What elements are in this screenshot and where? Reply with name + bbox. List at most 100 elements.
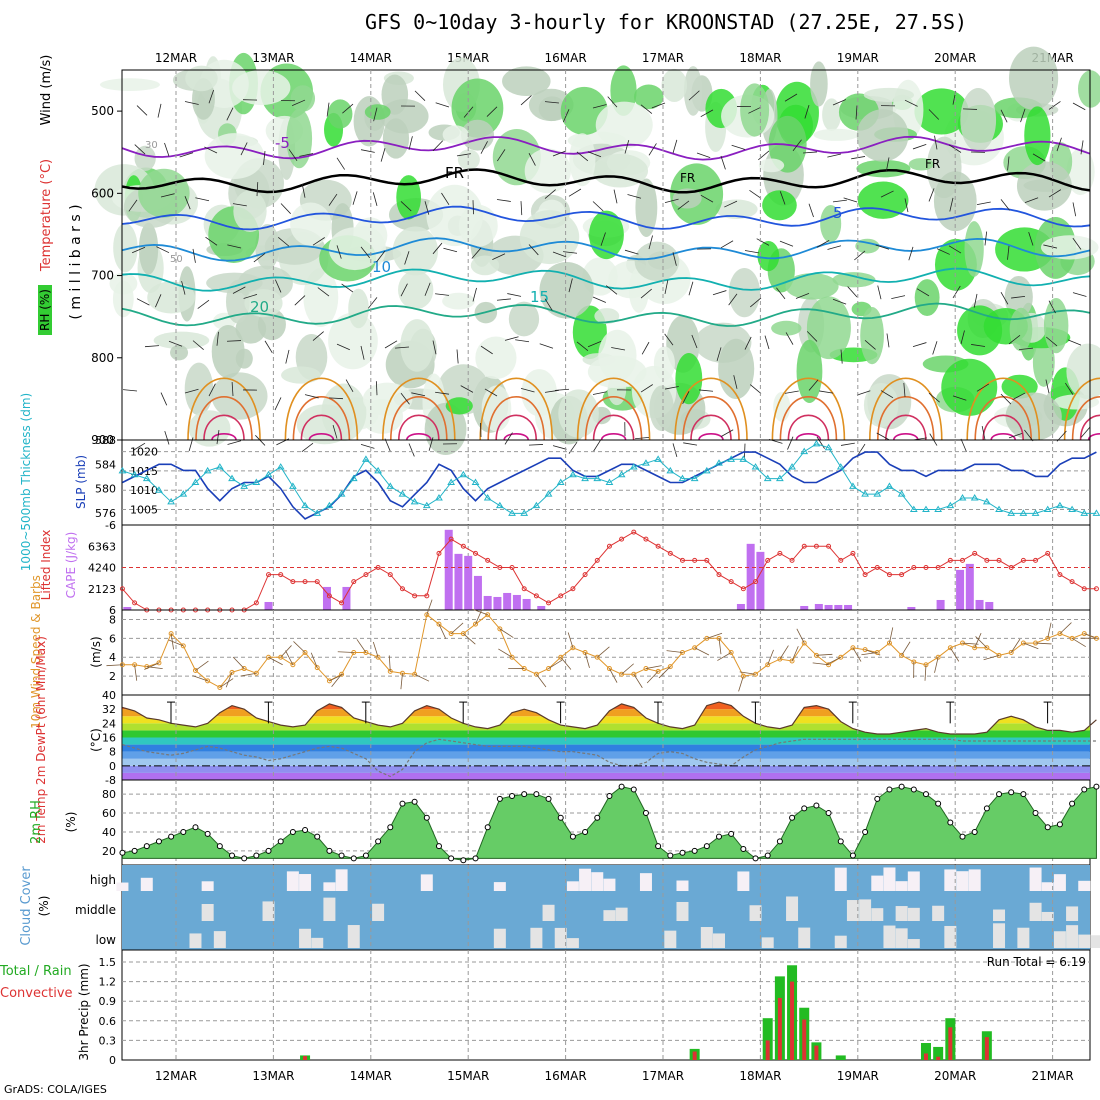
- wind-barb: [779, 191, 786, 205]
- wind-barb: [971, 344, 986, 347]
- wind-barb: [912, 144, 927, 150]
- lifted-index-marker: [874, 565, 880, 570]
- wind-barb: [312, 331, 324, 341]
- wind-speed-marker: [582, 650, 588, 655]
- cloud-cover-cell: [530, 927, 543, 948]
- thickness-tick-label: 588: [95, 434, 116, 447]
- wind-barb: [717, 652, 732, 661]
- y-tick-label: 900: [91, 433, 114, 447]
- cape-bar: [522, 598, 531, 610]
- rh-shading: [255, 224, 280, 270]
- wind-barb: [651, 102, 666, 109]
- isotherm-label: 15: [530, 288, 549, 306]
- date-label-bottom: 13MAR: [252, 1069, 294, 1083]
- cape-bar: [736, 603, 745, 610]
- wind-barb: [480, 345, 493, 355]
- rh-shading: [502, 66, 551, 96]
- rh-shading: [281, 366, 321, 384]
- wind-speed-marker: [789, 658, 795, 664]
- rh-marker: [983, 805, 990, 812]
- slp-line: [122, 443, 1097, 514]
- wind-barb: [748, 106, 762, 114]
- lifted-index-marker: [960, 557, 966, 563]
- wind-barb: [181, 280, 186, 295]
- rh-marker: [716, 833, 723, 840]
- wind-barb: [424, 282, 431, 296]
- lifted-index-marker: [801, 543, 807, 549]
- wind-barb: [791, 646, 799, 662]
- temp-tick-label: 40: [102, 689, 116, 702]
- wind-barb: [492, 253, 506, 261]
- lifted-index-marker: [1033, 557, 1039, 563]
- wind-barb: [785, 332, 794, 345]
- rh-shading: [211, 372, 268, 420]
- wind-barb: [816, 239, 830, 248]
- lifted-index-marker: [290, 579, 296, 585]
- rh-marker: [691, 847, 698, 854]
- lifted-index-tick-label: -6: [105, 519, 116, 532]
- wind-barb: [875, 244, 890, 250]
- wind-barb: [924, 664, 927, 681]
- slp-marker: [739, 455, 748, 462]
- thickness-tick-label: 580: [95, 483, 116, 496]
- wind-barb: [520, 201, 523, 216]
- rh-marker: [874, 795, 881, 802]
- cloud-cover-cell: [213, 931, 226, 948]
- precip-convective-bar: [984, 1037, 989, 1060]
- wind-barb: [404, 251, 410, 265]
- wind-barb: [435, 102, 450, 108]
- rh-marker: [131, 847, 138, 854]
- rh-marker: [862, 828, 869, 835]
- wind-barb: [496, 149, 506, 162]
- rh-shading: [328, 227, 382, 271]
- wind-barb: [278, 236, 290, 247]
- wind-barb: [960, 438, 967, 452]
- wind-barb: [827, 153, 842, 158]
- wind-barb: [367, 297, 378, 309]
- wind-barb: [976, 383, 990, 392]
- wind-barb: [962, 108, 978, 110]
- wind-barb: [219, 678, 234, 688]
- thickness-tick-label: 584: [95, 458, 116, 471]
- wind-barb: [520, 95, 532, 106]
- slp-marker: [520, 509, 529, 516]
- rh-shading: [458, 204, 498, 247]
- rh-marker: [776, 838, 783, 845]
- wind-speed-marker: [180, 643, 186, 649]
- temperature-contour: [211, 433, 237, 441]
- rh-marker: [752, 855, 759, 862]
- slp-marker: [544, 490, 553, 497]
- wind-barb: [613, 189, 618, 204]
- wind-barb: [498, 648, 513, 658]
- wind-barb: [134, 664, 138, 681]
- cloud-level-label: low: [96, 933, 117, 947]
- rh-marker: [618, 783, 625, 790]
- rh-marker: [277, 838, 284, 845]
- slp-tick-label: 1010: [130, 484, 158, 497]
- lifted-index-tick-label: -3: [105, 540, 116, 553]
- lifted-index-marker: [631, 529, 637, 535]
- wind-barb: [443, 247, 458, 253]
- slp-marker: [532, 501, 541, 509]
- wind-barb: [744, 443, 746, 458]
- wind-barb: [912, 342, 927, 347]
- rh-marker: [326, 847, 333, 854]
- wind-barb: [806, 331, 818, 342]
- wind-barb: [889, 627, 894, 644]
- rh-contour-label: 30: [145, 140, 158, 151]
- lifted-index-marker: [923, 565, 929, 570]
- rh-shading: [1066, 343, 1100, 400]
- wind-barb: [426, 599, 433, 615]
- cloud-cover-cell: [323, 882, 336, 891]
- slp-marker: [934, 505, 943, 513]
- wind-barb: [936, 248, 950, 255]
- wind-barb: [1056, 137, 1062, 152]
- wind-barb: [216, 430, 220, 445]
- slp-marker: [800, 447, 809, 455]
- date-label-bottom: 14MAR: [350, 1069, 392, 1083]
- wind-barb: [1024, 429, 1034, 442]
- wind-barb: [852, 647, 862, 662]
- rh-shading: [598, 329, 637, 382]
- wind-barb: [232, 203, 247, 207]
